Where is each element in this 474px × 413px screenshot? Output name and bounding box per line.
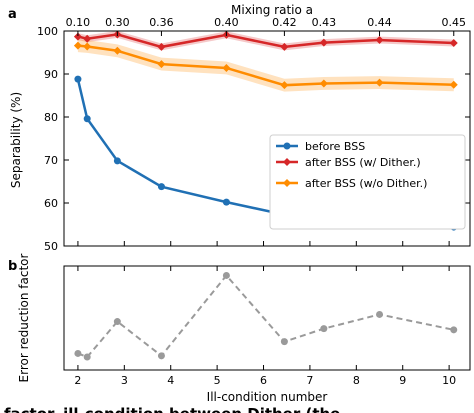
legend-label-before: before BSS — [305, 140, 365, 153]
legend-marker-before — [283, 142, 291, 150]
point-error-factor-2 — [113, 318, 121, 326]
caption-fragment: factor, ill-condition between Dither (th… — [4, 405, 340, 413]
top-tick-label: 0.36 — [149, 16, 174, 29]
panel-label-a: a — [8, 7, 17, 22]
point-series-2-6 — [319, 79, 328, 88]
legend: before BSS after BSS (w/ Dither.) after … — [269, 134, 466, 230]
top-tick-label: 0.45 — [442, 16, 467, 29]
top-tick-label: 0.43 — [312, 16, 337, 29]
point-before-4 — [222, 198, 230, 206]
y-tick-label-a: 90 — [44, 68, 58, 81]
x-tick-label-b: 10 — [442, 374, 456, 387]
legend-box — [269, 134, 466, 230]
top-tick-label: 0.30 — [105, 16, 130, 29]
point-before-0 — [74, 75, 82, 83]
x-tick-label-b: 4 — [167, 374, 174, 387]
point-error-factor-7 — [376, 310, 384, 318]
point-error-factor-1 — [83, 353, 91, 361]
y-axis-label-a: Separability (%) — [9, 92, 23, 188]
point-before-1 — [83, 115, 91, 123]
band-series-2 — [77, 39, 454, 92]
plot-frame-a — [63, 30, 471, 247]
line-error-factor — [77, 273, 454, 359]
y-tick-label-a: 50 — [44, 240, 58, 253]
legend-label-after-nodither: after BSS (w/o Dither.) — [305, 177, 427, 190]
point-series-2-2 — [113, 46, 122, 55]
x-axis-label-b: Ill-condition number — [207, 390, 328, 404]
plot-frame-b — [63, 265, 471, 371]
point-error-factor-0 — [74, 349, 82, 357]
panel-label-b: b — [8, 259, 17, 274]
point-series-1-0 — [73, 32, 82, 41]
x-tick-label-b: 5 — [214, 374, 221, 387]
top-tick-label: 0.42 — [272, 16, 297, 29]
point-before-2 — [113, 157, 121, 165]
point-series-1-7 — [375, 36, 384, 45]
point-series-2-3 — [157, 60, 166, 69]
x-tick-label-b: 3 — [121, 374, 128, 387]
point-series-1-6 — [319, 38, 328, 47]
point-series-2-0 — [73, 41, 82, 50]
x-tick-label-b: 8 — [353, 374, 360, 387]
point-series-1-1 — [83, 34, 92, 43]
y-axis-label-b: Error reduction factor — [17, 253, 31, 382]
x-tick-label-b: 7 — [306, 374, 313, 387]
y-tick-label-a: 70 — [44, 154, 58, 167]
chart-error-reduction: Error reduction factor 2 3 4 5 6 7 8 9 10 Ill-co… — [17, 253, 471, 404]
x-tick-label-b: 6 — [260, 374, 267, 387]
point-error-factor-4 — [222, 271, 230, 279]
point-series-2-5 — [280, 81, 289, 90]
point-error-factor-3 — [157, 352, 165, 360]
point-error-factor-5 — [280, 338, 288, 346]
top-tick-label: 0.44 — [367, 16, 392, 29]
legend-label-after-dither: after BSS (w/ Dither.) — [305, 156, 421, 169]
point-series-2-1 — [83, 42, 92, 51]
top-tick-label: 0.40 — [214, 16, 239, 29]
y-tick-label-a: 100 — [37, 25, 58, 38]
legend-marker-after-dither — [283, 158, 291, 166]
y-tick-label-a: 60 — [44, 197, 58, 210]
top-tick-label: 0.10 — [66, 16, 91, 29]
chart-separability: Mixing ratio a Separability (%) 50 60 70 80… — [9, 3, 471, 253]
point-series-2-8 — [449, 80, 458, 89]
top-axis-label: Mixing ratio a — [231, 3, 313, 17]
x-tick-label-b: 2 — [74, 374, 81, 387]
point-error-factor-8 — [450, 326, 458, 334]
y-tick-label-a: 80 — [44, 111, 58, 124]
x-tick-label-b: 9 — [399, 374, 406, 387]
point-series-2-7 — [375, 78, 384, 87]
point-before-3 — [157, 183, 165, 191]
point-error-factor-6 — [320, 325, 328, 333]
point-series-1-5 — [280, 42, 289, 51]
point-series-1-3 — [157, 42, 166, 51]
point-series-2-4 — [222, 63, 231, 72]
legend-marker-after-nodither — [283, 179, 291, 187]
point-series-1-8 — [449, 39, 458, 48]
